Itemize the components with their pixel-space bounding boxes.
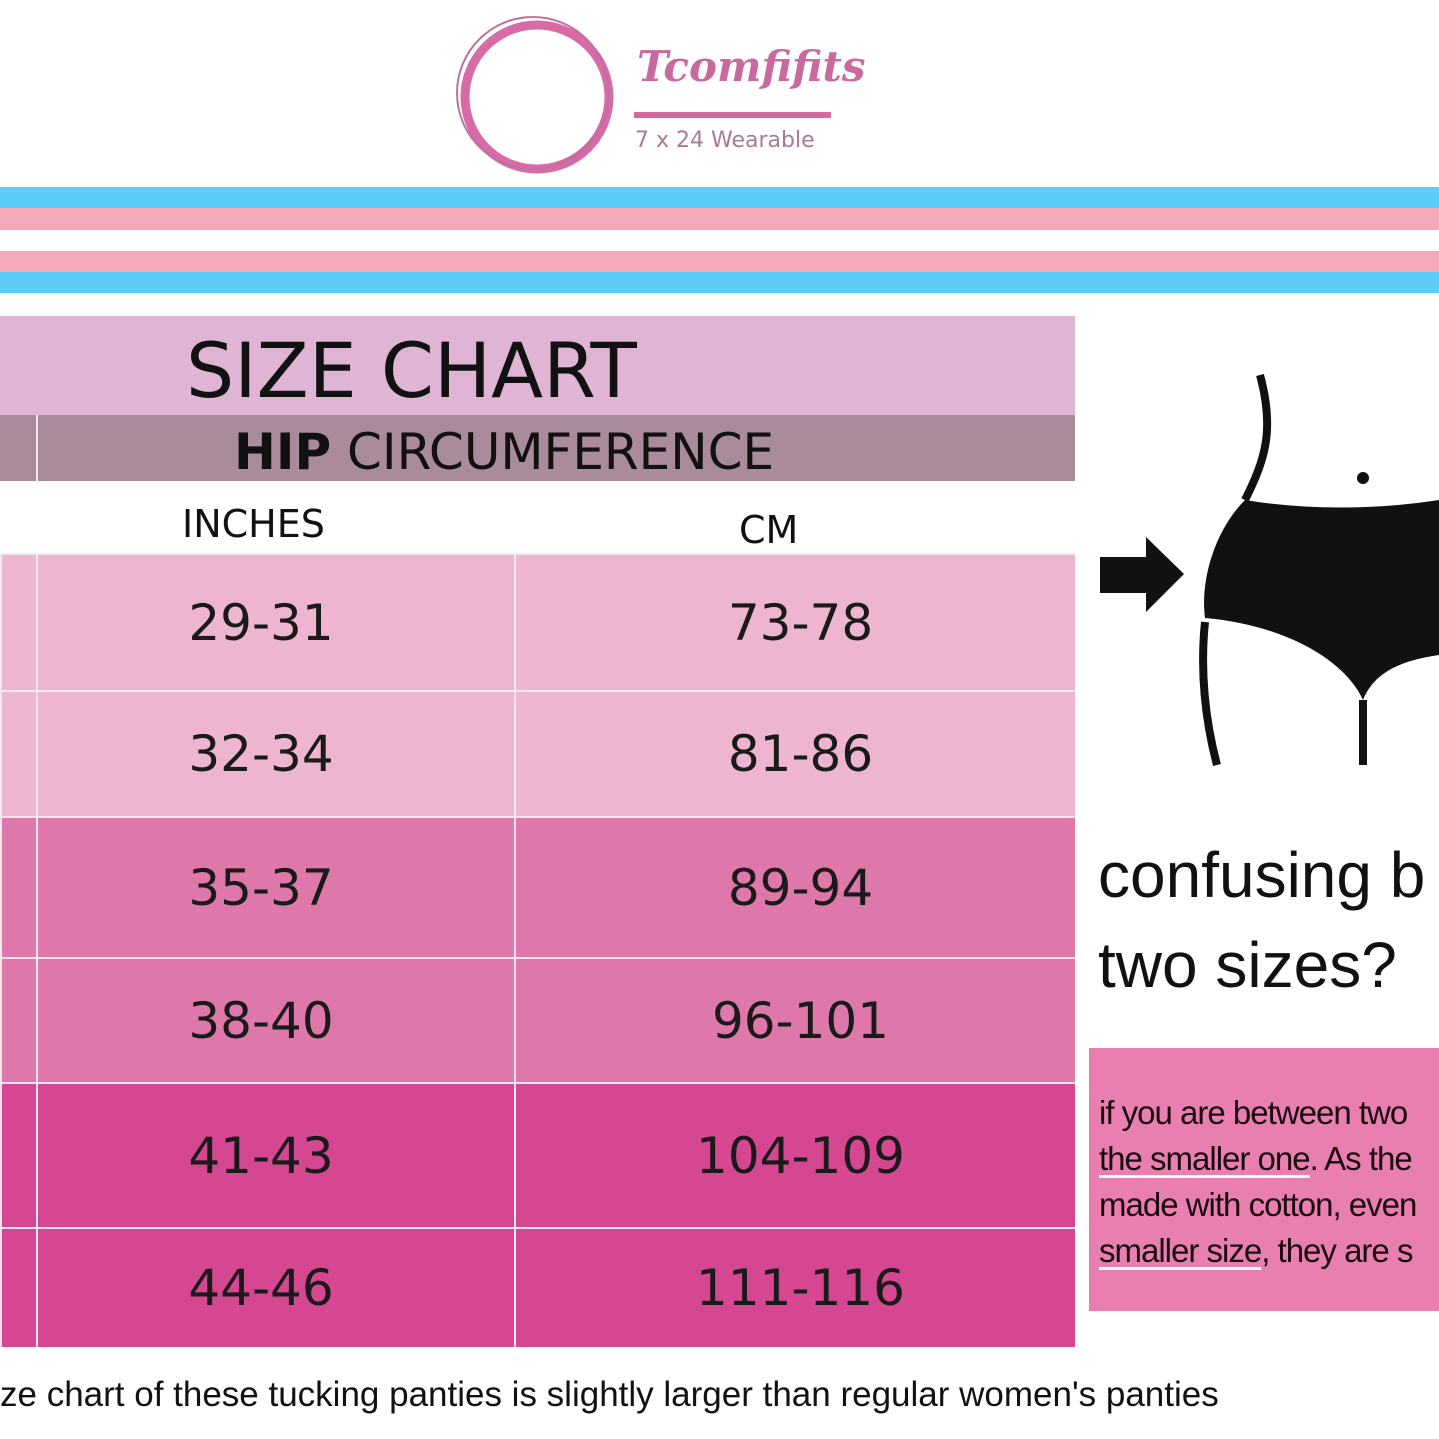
size-label-cell [0,957,36,1082]
cm-cell: 111-116 [514,1227,1075,1347]
tip-underlined-text: the smaller one [1099,1140,1311,1177]
cm-cell: 96-101 [514,957,1075,1082]
tip-line-3: made with cotton, even [1099,1186,1417,1223]
stripe-pink-bottom [0,251,1439,272]
inches-cell: 35-37 [36,816,514,957]
size-label-cell [0,1227,36,1347]
question-line-2: two sizes? [1098,929,1397,1001]
cm-cell: 104-109 [514,1082,1075,1227]
question-line-1: confusing b [1098,839,1426,911]
brand-name: Tcomfifits [637,42,866,91]
tip-text: . As the [1309,1140,1413,1177]
size-label-cell [0,553,36,690]
size-row [0,1227,1075,1347]
size-label-cell [0,816,36,957]
col-inches-header: INCHES [182,502,325,546]
cm-cell: 81-86 [514,690,1075,816]
stripe-blue-top [0,187,1439,208]
size-row [0,1082,1075,1227]
inches-cell: 38-40 [36,957,514,1082]
col-cm-header: CM [739,508,799,552]
cm-cell: 89-94 [514,816,1075,957]
size-row [0,553,1075,690]
inches-cell: 29-31 [36,553,514,690]
size-row [0,690,1075,816]
cm-cell: 73-78 [514,553,1075,690]
tip-line-2: the smaller one. As the [1099,1136,1439,1182]
size-label-cell [0,690,36,816]
arrow-right-icon [1100,537,1184,612]
tip-box: if you are between two the smaller one. … [1089,1048,1439,1311]
hip-header: HIP CIRCUMFERENCE [234,423,775,481]
hip-header-band: HIP CIRCUMFERENCE [0,415,1075,481]
footer-note: ze chart of these tucking panties is sli… [0,1375,1219,1414]
chart-title-band: SIZE CHART [0,316,1075,415]
brand-tagline: 7 x 24 Wearable [635,128,815,153]
inches-cell: 32-34 [36,690,514,816]
size-row [0,816,1075,957]
size-label-cell [0,1082,36,1227]
tip-underlined-text: smaller size [1099,1232,1262,1269]
header-divider [36,415,38,481]
inches-cell: 41-43 [36,1082,514,1227]
inches-cell: 44-46 [36,1227,514,1347]
brand-underline [634,112,831,118]
stripe-pink-top [0,208,1439,230]
panty-illustration-icon [1199,373,1439,767]
size-row [0,957,1075,1082]
tip-text: , they are s [1261,1232,1413,1269]
chart-title: SIZE CHART [186,326,637,415]
tip-line-4: smaller size, they are s [1099,1228,1439,1274]
brand-logo-ring-icon [456,16,614,174]
tip-line-1: if you are between two [1099,1094,1408,1131]
stripe-blue-bottom [0,272,1439,293]
